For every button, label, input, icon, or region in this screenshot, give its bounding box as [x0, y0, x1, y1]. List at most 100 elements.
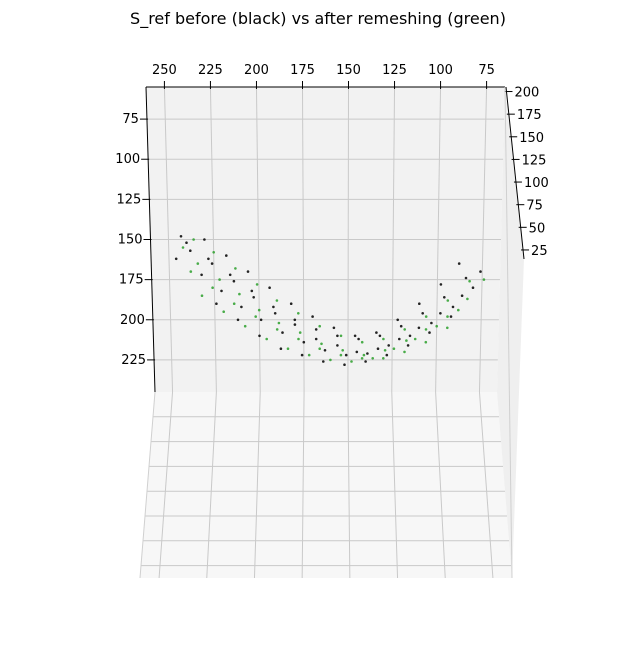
point-before-remeshing	[439, 283, 443, 286]
point-before-remeshing	[273, 312, 277, 315]
point-after-remeshing	[424, 315, 428, 318]
point-before-remeshing	[200, 273, 203, 277]
axis-lines	[139, 81, 530, 579]
y-tick-label: 125	[116, 192, 141, 207]
side-pane	[497, 87, 524, 578]
point-after-remeshing	[403, 350, 406, 354]
point-before-remeshing	[210, 262, 214, 265]
point-after-remeshing	[371, 357, 375, 360]
z-tick-label: 150	[519, 131, 544, 146]
point-after-remeshing	[189, 270, 193, 273]
point-before-remeshing	[232, 279, 236, 283]
point-after-remeshing	[243, 324, 247, 328]
point-before-remeshing	[220, 289, 223, 293]
point-after-remeshing	[222, 310, 225, 314]
point-after-remeshing	[218, 278, 221, 281]
point-before-remeshing	[225, 254, 228, 257]
point-before-remeshing	[376, 347, 380, 351]
axis-panes	[140, 87, 524, 578]
point-after-remeshing	[212, 251, 215, 254]
floor-pane	[140, 392, 512, 578]
point-before-remeshing	[449, 315, 453, 318]
x-floor-grid-line	[391, 391, 399, 579]
x-tick-label: 225	[198, 63, 223, 78]
point-after-remeshing	[318, 347, 322, 351]
point-after-remeshing	[192, 238, 195, 241]
point-after-remeshing	[196, 262, 200, 265]
point-before-remeshing	[314, 328, 318, 331]
point-after-remeshing	[435, 324, 439, 328]
point-before-remeshing	[259, 318, 263, 322]
point-after-remeshing	[318, 324, 322, 328]
point-after-remeshing	[320, 342, 323, 346]
point-before-remeshing	[406, 344, 410, 347]
point-before-remeshing	[398, 337, 401, 341]
point-after-remeshing	[350, 360, 353, 363]
point-after-remeshing	[360, 357, 364, 360]
data-points	[174, 235, 486, 367]
point-after-remeshing	[360, 340, 364, 344]
point-after-remeshing	[446, 299, 450, 302]
point-after-remeshing	[382, 357, 385, 360]
point-before-remeshing	[293, 323, 297, 326]
x-floor-grid-line	[478, 391, 494, 579]
point-before-remeshing	[236, 318, 240, 322]
y-tick-label: 75	[122, 112, 139, 127]
point-after-remeshing	[275, 299, 279, 302]
point-after-remeshing	[468, 279, 471, 283]
z-tick-label: 125	[522, 153, 547, 168]
floor-left-edge	[139, 391, 156, 579]
x-tick-label: 175	[290, 63, 315, 78]
point-after-remeshing	[339, 353, 343, 357]
point-before-remeshing	[385, 353, 389, 357]
point-before-remeshing	[460, 294, 464, 298]
point-after-remeshing	[339, 334, 343, 338]
point-before-remeshing	[344, 353, 348, 357]
point-before-remeshing	[375, 331, 378, 334]
x-floor-grid-line	[347, 391, 351, 579]
point-before-remeshing	[457, 262, 461, 265]
point-before-remeshing	[396, 318, 400, 322]
y-tick-label: 225	[121, 353, 146, 368]
point-before-remeshing	[332, 326, 336, 330]
point-after-remeshing	[297, 337, 300, 341]
point-before-remeshing	[311, 315, 314, 318]
x-tick-label: 250	[152, 63, 177, 78]
side-edge-line	[504, 86, 513, 579]
point-before-remeshing	[314, 337, 318, 341]
point-before-remeshing	[322, 360, 325, 363]
point-after-remeshing	[286, 347, 290, 351]
x-tick-label: 150	[336, 63, 361, 78]
point-before-remeshing	[323, 349, 327, 352]
x-tick-label: 100	[428, 63, 453, 78]
x-floor-grid-line	[253, 391, 261, 579]
point-after-remeshing	[257, 308, 261, 312]
grid-lines	[141, 86, 511, 579]
point-after-remeshing	[265, 337, 269, 341]
point-before-remeshing	[443, 296, 446, 299]
point-before-remeshing	[479, 270, 482, 273]
point-before-remeshing	[252, 296, 255, 299]
point-before-remeshing	[355, 350, 359, 354]
point-after-remeshing	[341, 349, 345, 352]
point-after-remeshing	[466, 297, 469, 301]
point-before-remeshing	[364, 360, 367, 363]
point-before-remeshing	[421, 312, 425, 315]
point-before-remeshing	[418, 302, 421, 306]
point-after-remeshing	[392, 347, 396, 351]
point-after-remeshing	[482, 278, 486, 281]
point-after-remeshing	[307, 353, 311, 357]
point-before-remeshing	[417, 326, 421, 330]
point-after-remeshing	[362, 353, 366, 357]
y-tick-label: 150	[118, 233, 143, 248]
x-floor-grid-line	[158, 391, 174, 579]
point-after-remeshing	[298, 331, 302, 334]
point-before-remeshing	[174, 257, 178, 261]
point-before-remeshing	[366, 352, 369, 355]
point-before-remeshing	[430, 321, 433, 325]
point-before-remeshing	[272, 305, 275, 309]
point-before-remeshing	[300, 353, 304, 357]
point-before-remeshing	[246, 270, 250, 273]
point-after-remeshing	[446, 315, 449, 318]
z-axis-line	[505, 86, 525, 260]
